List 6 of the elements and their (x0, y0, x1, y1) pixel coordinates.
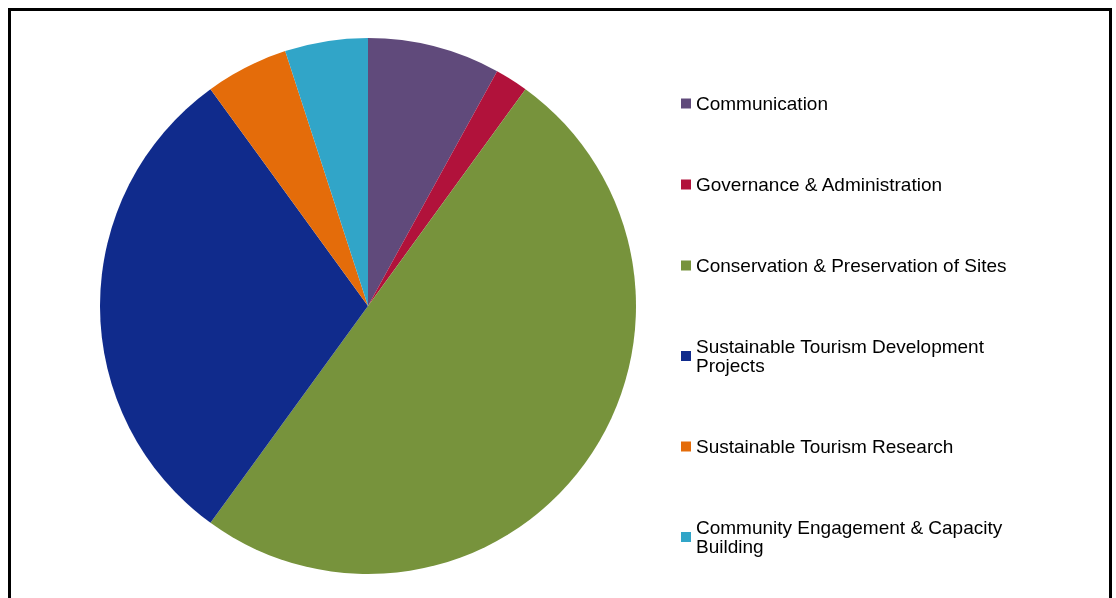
legend-label: Governance & Administration (696, 174, 943, 195)
legend-label: Conservation & Preservation of Sites (696, 255, 1007, 276)
legend-label: Communication (696, 93, 828, 114)
legend-label: Sustainable Tourism Research (696, 436, 954, 457)
legend-label: Sustainable Tourism Development Projects (696, 336, 990, 376)
legend-label: Community Engagement & Capacity Building (696, 517, 1008, 557)
